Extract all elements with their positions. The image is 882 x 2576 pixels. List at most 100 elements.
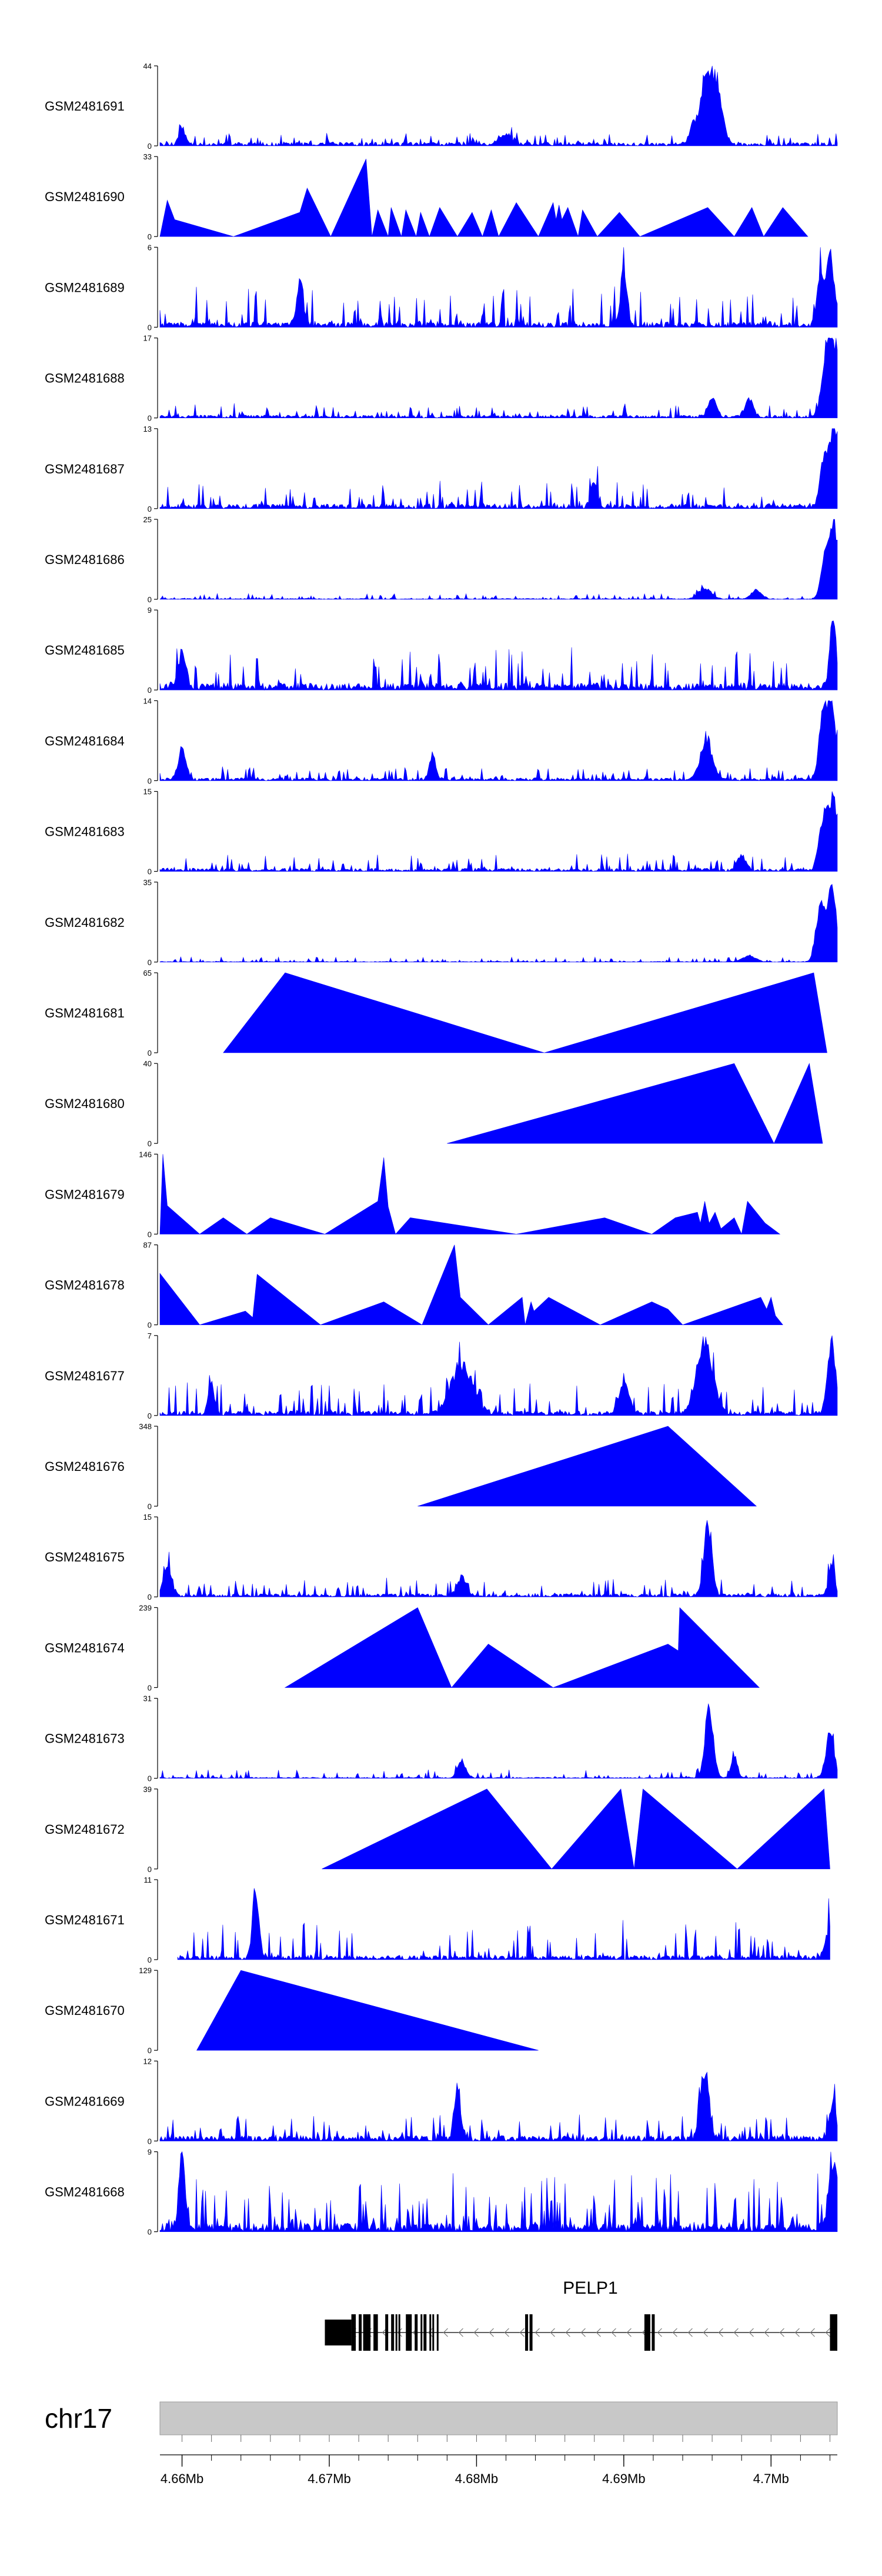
coverage-area xyxy=(159,791,838,872)
y-tick-label-min: 0 xyxy=(148,232,152,241)
strand-arrow xyxy=(825,2328,830,2337)
track-label: GSM2481670 xyxy=(45,2003,125,2018)
track-GSM2481687: GSM2481687 13 0 xyxy=(45,425,838,513)
track-label: GSM2481668 xyxy=(45,2185,125,2200)
y-tick-label-max: 65 xyxy=(143,969,152,977)
y-tick-label-min: 0 xyxy=(148,1956,152,1964)
strand-arrow xyxy=(703,2328,708,2337)
y-tick-label-max: 33 xyxy=(143,152,152,161)
exon-block xyxy=(420,2314,423,2351)
coverage-area xyxy=(159,1154,781,1235)
axis-tick-label: 4.7Mb xyxy=(753,2471,789,2486)
exon-block xyxy=(395,2314,397,2351)
track-label: GSM2481674 xyxy=(45,1640,125,1655)
y-tick-label-max: 25 xyxy=(143,515,152,524)
y-tick-label-min: 0 xyxy=(148,1321,152,1330)
exon-block xyxy=(363,2314,371,2351)
y-tick-label-max: 129 xyxy=(139,1966,152,1975)
y-tick-label-max: 11 xyxy=(144,1876,152,1884)
y-tick-label-max: 348 xyxy=(139,1422,152,1431)
coverage-area xyxy=(159,1244,783,1326)
ideogram-bar xyxy=(159,2401,838,2435)
y-tick-label-min: 0 xyxy=(148,1593,152,1601)
gene-track-pelp1: PELP1 xyxy=(325,2278,837,2351)
y-tick-label-max: 44 xyxy=(143,62,152,71)
track-label: GSM2481682 xyxy=(45,915,125,930)
strand-arrow xyxy=(749,2328,754,2337)
strand-arrow xyxy=(687,2328,693,2337)
track-GSM2481688: GSM2481688 17 0 xyxy=(45,334,838,423)
axis-tick-label: 4.69Mb xyxy=(602,2471,645,2486)
track-label: GSM2481679 xyxy=(45,1187,125,1202)
track-GSM2481680: GSM2481680 40 0 xyxy=(45,1059,823,1148)
exon-block xyxy=(325,2320,352,2345)
track-GSM2481682: GSM2481682 35 0 xyxy=(45,878,838,967)
y-tick-label-max: 12 xyxy=(143,2057,152,2066)
coverage-area xyxy=(159,65,838,146)
y-tick-label-min: 0 xyxy=(148,505,152,513)
y-tick-label-max: 7 xyxy=(148,1332,152,1340)
strand-arrow xyxy=(504,2328,509,2337)
coverage-area xyxy=(177,1888,830,1960)
exon-block xyxy=(391,2314,395,2351)
track-GSM2481668: GSM2481668 9 0 xyxy=(45,2148,838,2237)
track-label: GSM2481691 xyxy=(45,99,125,114)
coverage-area xyxy=(159,700,838,782)
coverage-tracks: GSM2481691440GSM2481690330GSM248168960GS… xyxy=(45,62,838,2237)
coverage-area xyxy=(447,1063,823,1144)
track-GSM2481676: GSM2481676 348 0 xyxy=(45,1422,757,1511)
y-tick-label-max: 40 xyxy=(143,1059,152,1068)
coverage-area xyxy=(159,1520,838,1597)
strand-arrow xyxy=(794,2328,800,2337)
exon-block xyxy=(423,2314,427,2351)
coverage-area xyxy=(159,2151,838,2233)
exon-block xyxy=(373,2314,378,2351)
exon-block xyxy=(830,2314,837,2351)
strand-arrow xyxy=(443,2328,448,2337)
y-tick-label-max: 15 xyxy=(143,1513,152,1521)
y-tick-label-min: 0 xyxy=(148,142,152,151)
y-tick-label-min: 0 xyxy=(148,867,152,876)
axis-tick-label: 4.66Mb xyxy=(161,2471,203,2486)
y-tick-label-min: 0 xyxy=(148,958,152,967)
track-label: GSM2481680 xyxy=(45,1096,125,1111)
track-GSM2481671: GSM2481671 11 0 xyxy=(45,1876,830,1964)
track-GSM2481672: GSM2481672 39 0 xyxy=(45,1785,830,1874)
y-tick-label-min: 0 xyxy=(148,2137,152,2145)
strand-arrow xyxy=(489,2328,494,2337)
y-tick-label-max: 9 xyxy=(148,2148,152,2157)
y-tick-label-min: 0 xyxy=(148,1049,152,1057)
exon-block xyxy=(529,2314,533,2351)
track-label: GSM2481683 xyxy=(45,825,125,839)
genome-axis: 4.66Mb 4.67Mb 4.68Mb 4.69Mb 4.7Mb xyxy=(160,2435,837,2486)
y-tick-label-min: 0 xyxy=(148,2046,152,2055)
exon-block xyxy=(644,2314,650,2351)
track-GSM2481673: GSM2481673 31 0 xyxy=(45,1694,838,1783)
y-tick-label-min: 0 xyxy=(148,776,152,785)
track-label: GSM2481684 xyxy=(45,733,125,748)
y-tick-label-max: 9 xyxy=(148,606,152,615)
exon-block xyxy=(398,2314,400,2351)
gene-model xyxy=(325,2314,837,2351)
track-label: GSM2481673 xyxy=(45,1731,125,1746)
coverage-area xyxy=(417,1426,757,1507)
y-tick-label-min: 0 xyxy=(148,1683,152,1692)
strand-arrow xyxy=(565,2328,570,2337)
coverage-area xyxy=(159,2071,838,2142)
strand-arrow xyxy=(458,2328,463,2337)
y-tick-label-max: 87 xyxy=(143,1241,152,1250)
coverage-area xyxy=(159,519,838,600)
coverage-area xyxy=(223,972,827,1053)
track-label: GSM2481675 xyxy=(45,1550,125,1564)
y-tick-label-min: 0 xyxy=(148,1412,152,1420)
exon-block xyxy=(385,2314,389,2351)
coverage-area xyxy=(322,1788,830,1870)
axis-tick-label: 4.67Mb xyxy=(308,2471,350,2486)
exon-block xyxy=(415,2314,418,2351)
y-tick-label-max: 35 xyxy=(143,878,152,887)
axis-tick-label: 4.68Mb xyxy=(455,2471,498,2486)
coverage-area xyxy=(196,1970,539,2051)
track-GSM2481670: GSM2481670 129 0 xyxy=(45,1966,539,2055)
strand-arrow xyxy=(534,2328,540,2337)
